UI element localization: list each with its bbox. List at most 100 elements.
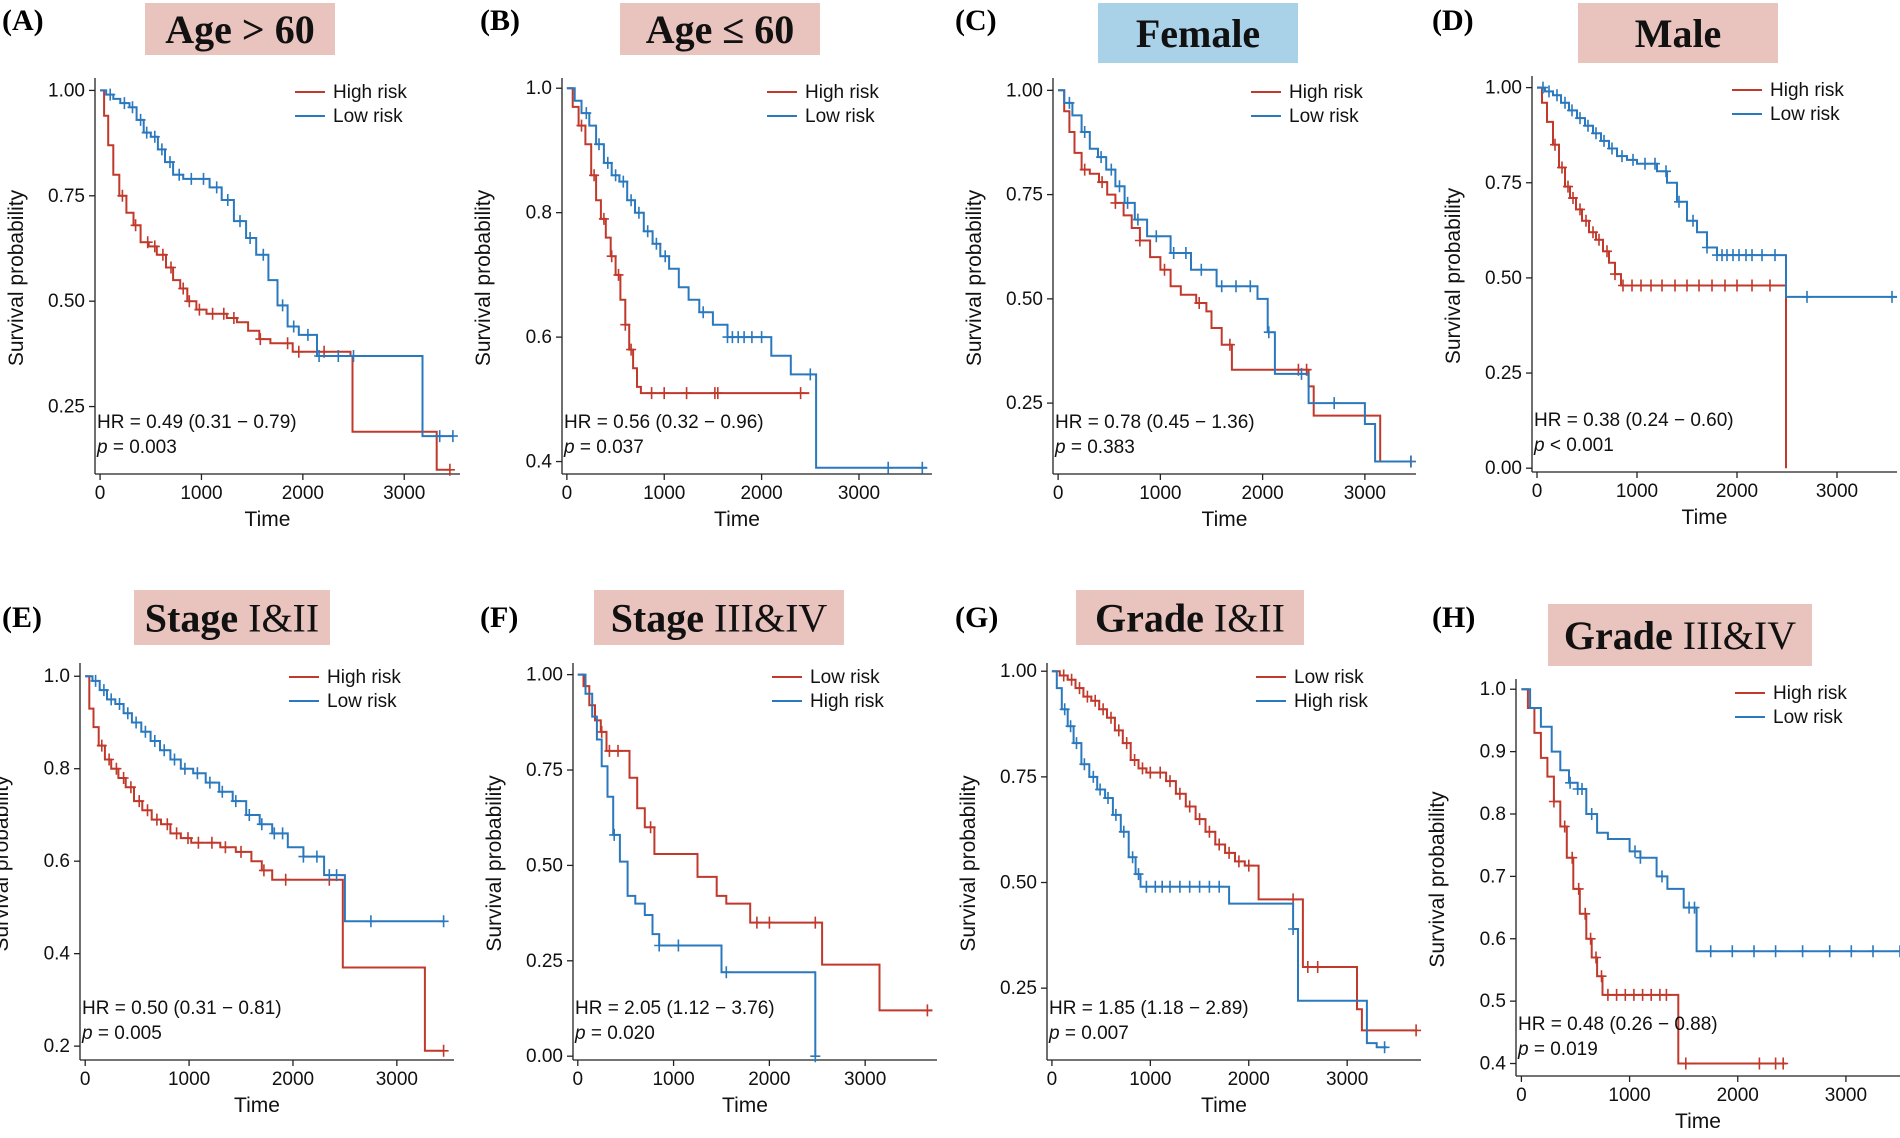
legend-label: High risk — [1773, 683, 1847, 704]
panel-title: Stage I&II — [145, 596, 319, 641]
censor-mark — [293, 345, 304, 358]
legend-label: High risk — [1770, 80, 1844, 101]
x-tick-label: 2000 — [1717, 1085, 1759, 1106]
censor-mark — [594, 138, 604, 151]
p-value-symbol: p — [96, 437, 108, 458]
censor-mark — [206, 836, 217, 849]
censor-mark — [1168, 247, 1179, 259]
censor-mark — [1065, 720, 1076, 733]
censor-mark — [609, 828, 620, 841]
censor-mark — [1630, 845, 1640, 858]
censor-mark — [1118, 825, 1129, 838]
censor-mark — [1577, 783, 1587, 795]
panel-title-main: Age > 60 — [165, 7, 314, 52]
censor-mark — [118, 772, 129, 784]
y-tick-label: 1.0 — [526, 78, 552, 99]
censor-mark — [1245, 280, 1256, 293]
censor-mark — [198, 172, 209, 185]
panel-title-box — [134, 590, 330, 645]
censor-mark — [1544, 85, 1554, 98]
censor-mark — [698, 306, 709, 319]
censor-mark — [1602, 988, 1613, 1001]
x-tick-label: 2000 — [282, 483, 324, 504]
censor-mark — [140, 725, 151, 738]
censor-mark — [1224, 338, 1235, 351]
censor-mark — [122, 707, 133, 720]
y-tick-label: 0.00 — [1485, 458, 1522, 479]
p-value-number: = 0.019 — [1529, 1039, 1598, 1060]
panel-title-suffix: III&IV — [704, 596, 827, 641]
censor-mark — [1591, 951, 1601, 964]
censor-mark — [438, 915, 449, 928]
legend-label: High risk — [1289, 82, 1363, 103]
censor-mark — [1263, 326, 1274, 339]
legend-label: High risk — [333, 82, 407, 103]
y-tick-label: 0.6 — [526, 327, 552, 348]
censor-mark — [178, 282, 189, 295]
hazard-ratio-text: HR = 0.48 (0.26 − 0.88) — [1518, 1014, 1718, 1035]
censor-mark — [1661, 988, 1672, 1001]
censor-mark — [1137, 762, 1148, 775]
censor-mark — [1824, 945, 1835, 958]
censor-mark — [1113, 724, 1124, 737]
censor-mark — [245, 232, 256, 244]
censor-mark — [1607, 142, 1617, 155]
censor-mark — [1122, 196, 1133, 209]
censor-mark — [1757, 249, 1767, 262]
y-tick-label: 0.75 — [1000, 767, 1037, 788]
p-value-text: p = 0.007 — [1048, 1023, 1129, 1044]
x-axis-title: Time — [1201, 1094, 1247, 1117]
censor-mark — [255, 333, 266, 346]
censor-mark — [1583, 119, 1593, 132]
censor-mark — [1682, 279, 1692, 292]
censor-mark — [681, 387, 692, 400]
censor-mark — [1184, 880, 1195, 893]
censor-mark — [220, 841, 231, 854]
censor-mark — [746, 331, 757, 344]
censor-mark — [298, 850, 309, 863]
censor-mark — [1661, 165, 1671, 178]
censor-mark — [751, 916, 762, 929]
censor-mark — [1548, 795, 1559, 808]
censor-mark — [1214, 880, 1225, 893]
panel-title-suffix: I&II — [1204, 596, 1285, 641]
censor-mark — [1329, 397, 1340, 410]
km-panel: (D) Male 0 1000 2000 3000 0.00 0.25 0.50 0.75 1.00… — [1432, 3, 1897, 529]
x-tick-label: 1000 — [1129, 1069, 1171, 1090]
x-tick-label: 0 — [1532, 481, 1543, 502]
censor-mark — [165, 156, 175, 169]
survival-curve — [1521, 688, 1787, 1065]
censor-mark — [1887, 290, 1897, 303]
censor-mark — [1586, 808, 1597, 820]
censor-mark — [576, 119, 587, 132]
panel-title-main: Age ≤ 60 — [646, 7, 795, 52]
x-tick-label: 0 — [1053, 483, 1064, 504]
survival-curve — [100, 89, 453, 438]
x-tick-label: 0 — [562, 483, 573, 504]
y-axis-title: Survival probability — [5, 189, 28, 366]
censor-mark — [651, 237, 662, 250]
censor-mark — [184, 295, 195, 308]
censor-mark — [1098, 703, 1109, 716]
censor-mark — [1557, 161, 1567, 174]
p-value-text: p = 0.020 — [574, 1023, 655, 1044]
censor-mark — [218, 307, 229, 320]
censor-mark — [1802, 290, 1812, 303]
x-tick-label: 2000 — [748, 1069, 790, 1090]
y-tick-label: 0.75 — [1485, 173, 1522, 194]
censor-mark — [1134, 234, 1145, 247]
censor-mark — [1088, 770, 1099, 783]
x-axis-title: Time — [714, 508, 760, 531]
x-tick-label: 3000 — [383, 483, 425, 504]
censor-mark — [98, 684, 109, 697]
censor-mark — [1074, 682, 1085, 695]
censor-mark — [1617, 150, 1627, 163]
panel-title-suffix: I&II — [238, 596, 319, 641]
hazard-ratio-text: HR = 2.05 (1.12 − 3.76) — [575, 998, 775, 1019]
censor-mark — [1216, 280, 1227, 293]
censor-mark — [1196, 263, 1207, 276]
hazard-ratio-text: HR = 0.56 (0.32 − 0.96) — [564, 412, 764, 433]
censor-mark — [162, 818, 173, 831]
y-tick-label: 0.75 — [526, 760, 563, 781]
censor-mark — [589, 169, 600, 182]
